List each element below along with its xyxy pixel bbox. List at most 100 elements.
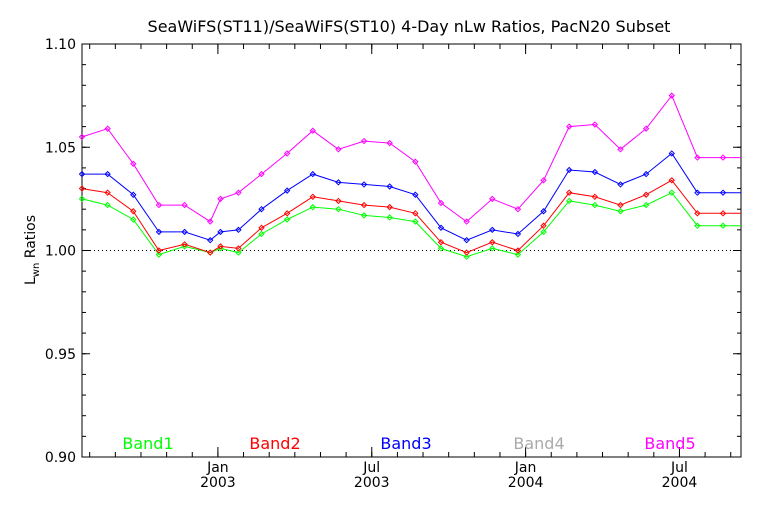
data-point-band5 xyxy=(181,201,188,209)
data-point-band3 xyxy=(668,150,675,157)
data-point-band3 xyxy=(489,226,496,234)
data-point-band1 xyxy=(130,216,137,223)
data-point-band2 xyxy=(642,191,650,198)
data-point-band5 xyxy=(514,205,522,213)
data-point-band2 xyxy=(386,203,393,211)
data-point-band2 xyxy=(258,224,265,231)
data-point-band1 xyxy=(694,222,701,229)
data-point-band3 xyxy=(181,228,188,236)
data-point-band1 xyxy=(360,212,368,219)
data-point-band2 xyxy=(540,222,547,229)
data-point-band3 xyxy=(386,183,393,190)
data-point-band3 xyxy=(283,187,291,194)
data-point-band3 xyxy=(694,189,701,196)
data-point-band1 xyxy=(642,201,650,209)
data-point-band3 xyxy=(335,179,342,186)
data-point-band2 xyxy=(489,239,496,246)
legend-item-band5: Band5 xyxy=(644,434,695,453)
data-point-band5 xyxy=(258,170,265,178)
data-point-band2 xyxy=(181,241,188,248)
data-point-band1 xyxy=(309,203,316,211)
data-point-band1 xyxy=(412,218,419,225)
data-point-band3 xyxy=(104,170,111,178)
data-point-band2 xyxy=(719,210,727,217)
data-point-band1 xyxy=(668,189,675,196)
y-tick-label: 0.95 xyxy=(45,347,76,363)
data-point-band3 xyxy=(463,236,470,244)
y-tick-label: 1.10 xyxy=(45,37,76,53)
data-point-band5 xyxy=(309,127,316,134)
y-axis-label-sub: wn xyxy=(31,263,42,278)
data-point-band3 xyxy=(78,170,86,178)
data-point-band3 xyxy=(130,191,137,198)
legend-item-band2: Band2 xyxy=(249,434,300,453)
data-point-band3 xyxy=(617,181,624,188)
legend-item-band1: Band1 xyxy=(122,434,173,453)
data-point-band1 xyxy=(489,245,496,252)
data-point-band5 xyxy=(668,92,675,99)
data-point-band5 xyxy=(719,154,727,161)
data-point-band3 xyxy=(514,230,522,238)
data-point-band1 xyxy=(78,195,86,203)
data-point-band3 xyxy=(540,208,547,215)
data-point-band3 xyxy=(642,170,650,178)
data-point-band1 xyxy=(463,253,470,260)
data-point-band5 xyxy=(235,189,242,196)
data-point-band3 xyxy=(155,228,163,236)
data-point-band5 xyxy=(565,123,573,130)
data-point-band5 xyxy=(335,146,342,153)
data-point-band1 xyxy=(591,201,599,209)
data-point-band2 xyxy=(235,245,242,252)
data-point-band3 xyxy=(719,189,727,196)
data-point-band1 xyxy=(565,197,573,205)
data-point-band3 xyxy=(565,166,573,174)
data-point-band2 xyxy=(335,197,342,205)
data-point-band2 xyxy=(437,239,445,246)
data-point-band1 xyxy=(335,205,342,213)
data-point-band3 xyxy=(217,228,224,236)
data-point-band5 xyxy=(412,158,419,165)
data-point-band5 xyxy=(642,125,650,132)
series-line-band3 xyxy=(82,152,741,241)
data-point-band2 xyxy=(155,247,163,254)
x-tick-label-month: Jan xyxy=(206,460,229,476)
data-point-band5 xyxy=(463,218,470,225)
data-point-band1 xyxy=(719,222,727,229)
data-point-band5 xyxy=(104,125,111,132)
data-point-band2 xyxy=(591,193,599,201)
data-point-band1 xyxy=(155,251,163,258)
data-point-band2 xyxy=(104,189,111,196)
data-point-band1 xyxy=(540,228,547,236)
x-tick-label-month: Jan xyxy=(514,460,537,476)
data-point-band2 xyxy=(283,210,291,217)
data-point-band2 xyxy=(694,210,701,217)
x-tick-label-year: 2003 xyxy=(200,475,236,491)
data-point-band2 xyxy=(463,249,470,256)
data-point-band5 xyxy=(207,218,214,225)
data-point-band1 xyxy=(258,230,265,238)
data-point-band5 xyxy=(489,195,496,203)
data-point-band5 xyxy=(360,137,368,145)
data-point-band3 xyxy=(309,170,316,178)
data-point-band1 xyxy=(104,201,111,209)
legend-item-band3: Band3 xyxy=(380,434,431,453)
data-point-band1 xyxy=(514,251,522,258)
x-tick-label-year: 2004 xyxy=(662,475,698,491)
data-point-band5 xyxy=(591,121,599,128)
data-point-band5 xyxy=(694,154,701,161)
data-point-band2 xyxy=(78,185,86,192)
data-point-band1 xyxy=(235,249,242,256)
data-point-band3 xyxy=(412,191,419,198)
data-point-band1 xyxy=(386,214,393,221)
data-point-band3 xyxy=(235,226,242,234)
y-axis-label-suffix: Ratios xyxy=(23,215,39,263)
data-point-band5 xyxy=(386,139,393,147)
data-point-band2 xyxy=(207,249,214,256)
data-point-band2 xyxy=(617,201,624,209)
y-axis-label: Lwn Ratios xyxy=(23,215,42,285)
data-point-band2 xyxy=(514,247,522,254)
data-point-band2 xyxy=(309,193,316,201)
y-axis-label-main: L xyxy=(23,277,39,285)
